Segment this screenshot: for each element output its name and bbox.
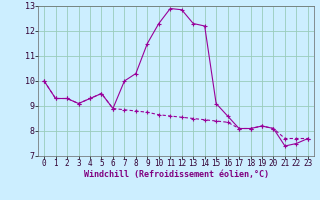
X-axis label: Windchill (Refroidissement éolien,°C): Windchill (Refroidissement éolien,°C) — [84, 170, 268, 179]
